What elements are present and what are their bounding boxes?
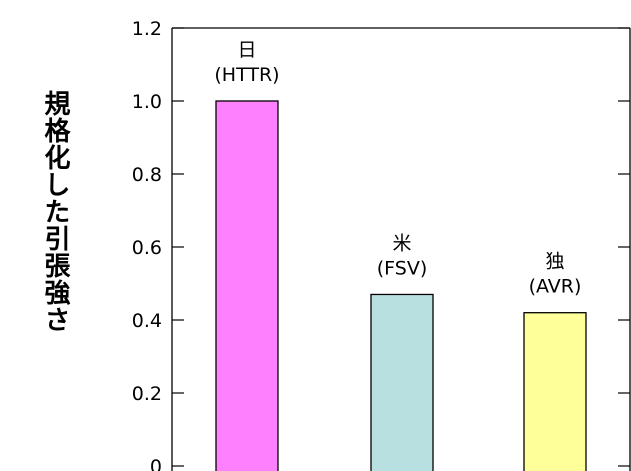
chart-bars bbox=[215, 100, 587, 471]
bar-label-reactor: (FSV) bbox=[377, 257, 427, 279]
y-tick-label: 1.2 bbox=[132, 18, 162, 40]
chart-axes bbox=[171, 27, 631, 471]
y-tick-label: 0.4 bbox=[132, 310, 162, 332]
y-tick-label: 0.2 bbox=[132, 383, 162, 405]
bar-label-country: 米 bbox=[392, 232, 411, 254]
y-tick-label: 0.8 bbox=[132, 164, 162, 186]
y-axis-ticks: 0 0.2 0.4 0.6 0.8 1.0 1.2 bbox=[132, 18, 630, 471]
bar-label-country: 独 bbox=[545, 251, 564, 273]
bar-labels: 日 (HTTR) 米 (FSV) 独 (AVR) bbox=[214, 39, 581, 298]
y-tick-label: 1.0 bbox=[132, 91, 162, 113]
y-axis-label: 規格化した引張強さ bbox=[40, 90, 70, 333]
bar-label-reactor: (HTTR) bbox=[214, 64, 279, 86]
y-tick-label: 0.6 bbox=[132, 237, 162, 259]
bar bbox=[523, 312, 587, 471]
bar bbox=[370, 293, 434, 471]
bar-label-reactor: (AVR) bbox=[529, 276, 582, 298]
bar bbox=[215, 100, 279, 471]
y-tick-label: 0 bbox=[150, 456, 162, 471]
bar-label-country: 日 bbox=[237, 39, 256, 61]
